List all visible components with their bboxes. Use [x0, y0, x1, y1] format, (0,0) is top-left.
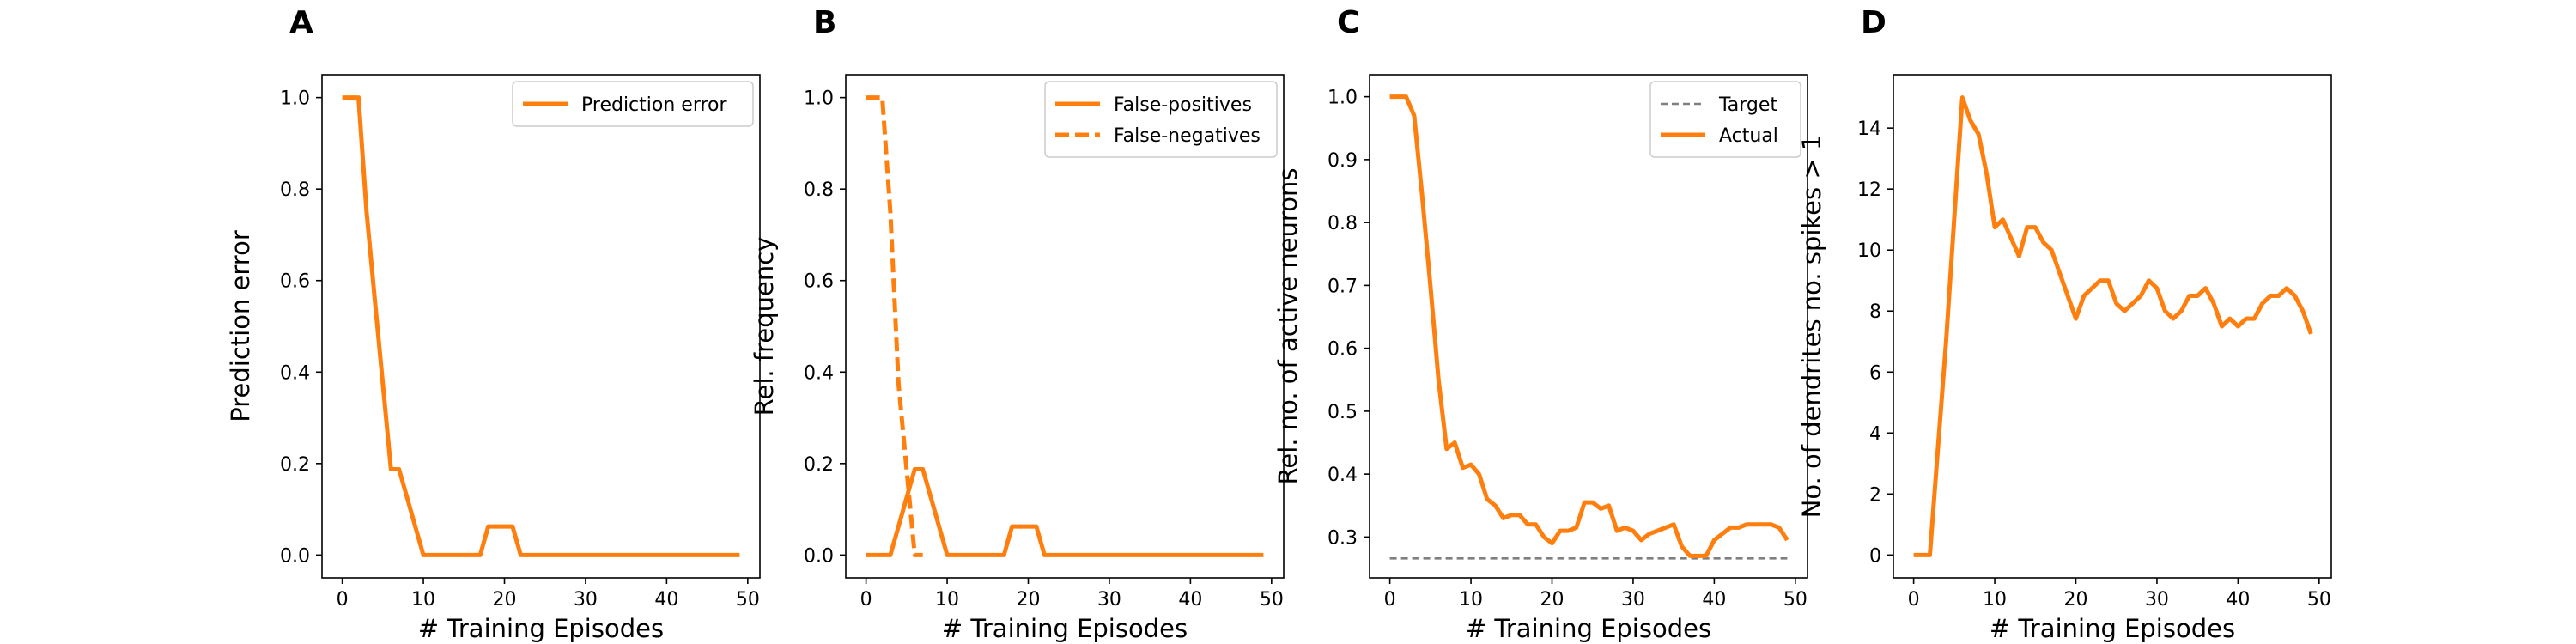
- x-tick-label: 30: [574, 589, 598, 611]
- axes-frame: [1369, 74, 1808, 579]
- y-tick-label: 4: [1869, 423, 1881, 445]
- legend-box: [1649, 81, 1801, 158]
- x-tick-label: 50: [1783, 589, 1807, 611]
- x-tick-label: 20: [1017, 589, 1041, 611]
- x-tick-label: 0: [1908, 589, 1920, 611]
- y-axis-label: No. of dendrites no. spikes > 1: [1797, 135, 1826, 519]
- panel-letter: A: [289, 5, 313, 40]
- y-tick-label: 10: [1857, 240, 1881, 262]
- chart-panel-a: A 0 10 20 30 40 50 0.0 0.2 0.4 0.6 0.8 1.0 # Training…: [226, 5, 761, 643]
- y-tick-label: 0.2: [280, 454, 310, 476]
- series-line-main: [1913, 95, 2313, 557]
- x-tick-label: 40: [654, 589, 678, 611]
- legend: Target Actual: [1649, 81, 1801, 158]
- x-axis-label: # Training Episodes: [418, 614, 664, 643]
- axes-frame: [1893, 74, 2332, 579]
- x-axis-label: # Training Episodes: [1466, 614, 1711, 643]
- y-tick-label: 8: [1869, 301, 1881, 323]
- legend: Prediction error: [512, 81, 754, 127]
- x-tick-label: 10: [411, 589, 435, 611]
- y-tick-label: 2: [1869, 484, 1881, 506]
- y-tick-label: 0.4: [280, 362, 310, 384]
- y-axis-label: Rel. frequency: [750, 237, 779, 416]
- legend-box: [1044, 81, 1278, 158]
- y-tick-label: 1.0: [1327, 88, 1358, 109]
- x-tick-label: 10: [1983, 589, 2007, 611]
- y-tick-label: 14: [1857, 118, 1881, 140]
- x-tick-label: 50: [2307, 589, 2331, 611]
- y-tick-label: 0.0: [804, 545, 834, 567]
- x-tick-label: 30: [2145, 589, 2169, 611]
- series-line-false-positives: [866, 467, 1264, 557]
- x-axis-label: # Training Episodes: [942, 614, 1188, 643]
- y-axis-label: Rel. no. of active neurons: [1273, 168, 1303, 485]
- y-tick-label: 0.6: [804, 271, 834, 293]
- axes-frame: [321, 74, 761, 579]
- panel-letter: C: [1337, 5, 1359, 40]
- legend-entry: Actual: [1719, 125, 1778, 147]
- y-tick-label: 1.0: [280, 88, 310, 110]
- x-tick-label: 10: [1459, 589, 1483, 611]
- legend-entry: False-positives: [1114, 94, 1252, 116]
- y-tick-label: 0.0: [280, 545, 310, 567]
- y-tick-label: 0.2: [804, 454, 834, 476]
- axes-frame: [845, 74, 1285, 579]
- chart-panel-c: C 0 10 20 30 40 50 0.3 0.4 0.5 0.6 0.7 0.8 0.9 1.0 # Tr…: [1273, 5, 1808, 643]
- y-tick-label: 0.8: [1327, 213, 1358, 234]
- legend-entry: Target: [1718, 94, 1777, 116]
- legend-entry: False-negatives: [1114, 125, 1261, 147]
- x-tick-label: 0: [860, 589, 872, 611]
- y-tick-label: 0.8: [804, 179, 834, 201]
- x-tick-label: 20: [2064, 589, 2088, 611]
- panel-letter: D: [1861, 5, 1886, 40]
- chart-panel-d: D 0 10 20 30 40 50 0 2 4 6 8 10 12 14 # Training Episod…: [1797, 5, 2332, 643]
- series-line-prediction-error: [342, 95, 740, 557]
- x-axis-label: # Training Episodes: [1990, 614, 2235, 643]
- series-line-false-negatives: [866, 95, 923, 557]
- x-tick-label: 30: [1621, 589, 1645, 611]
- y-tick-label: 12: [1857, 179, 1881, 201]
- x-tick-label: 0: [337, 589, 349, 611]
- series-line-actual: [1389, 94, 1789, 558]
- y-tick-label: 1.0: [804, 88, 834, 110]
- y-tick-label: 0.4: [804, 362, 834, 384]
- legend-box: [512, 81, 754, 127]
- x-tick-label: 40: [1178, 589, 1202, 611]
- x-tick-label: 50: [736, 589, 760, 611]
- chart-panel-b: B 0 10 20 30 40 50 0.0 0.2 0.4 0.6 0.8 1.0 # Training…: [750, 5, 1285, 643]
- y-tick-label: 6: [1869, 362, 1881, 384]
- y-tick-label: 0.3: [1327, 527, 1358, 549]
- x-tick-label: 20: [1540, 589, 1564, 611]
- y-tick-label: 0.6: [1327, 339, 1358, 361]
- y-tick-label: 0.6: [280, 271, 310, 293]
- x-tick-label: 40: [2226, 589, 2250, 611]
- x-tick-label: 40: [1702, 589, 1726, 611]
- x-tick-label: 50: [1260, 589, 1284, 611]
- y-axis-label: Prediction error: [226, 230, 255, 422]
- panel-letter: B: [813, 5, 836, 40]
- y-tick-label: 0.4: [1327, 465, 1358, 486]
- y-tick-label: 0: [1869, 545, 1881, 567]
- x-tick-label: 20: [493, 589, 517, 611]
- x-tick-label: 10: [935, 589, 959, 611]
- legend: False-positives False-negatives: [1044, 81, 1278, 158]
- y-tick-label: 0.7: [1327, 276, 1358, 297]
- x-tick-label: 30: [1097, 589, 1121, 611]
- chart-panels: A0 10 20 30 40 500.00.20.40.60.81.0# Training…: [226, 5, 2332, 643]
- y-tick-label: 0.9: [1327, 150, 1358, 172]
- legend-entry: Prediction error: [581, 94, 727, 116]
- y-tick-label: 0.8: [280, 179, 310, 201]
- y-tick-label: 0.5: [1327, 402, 1358, 423]
- x-tick-label: 0: [1384, 589, 1396, 611]
